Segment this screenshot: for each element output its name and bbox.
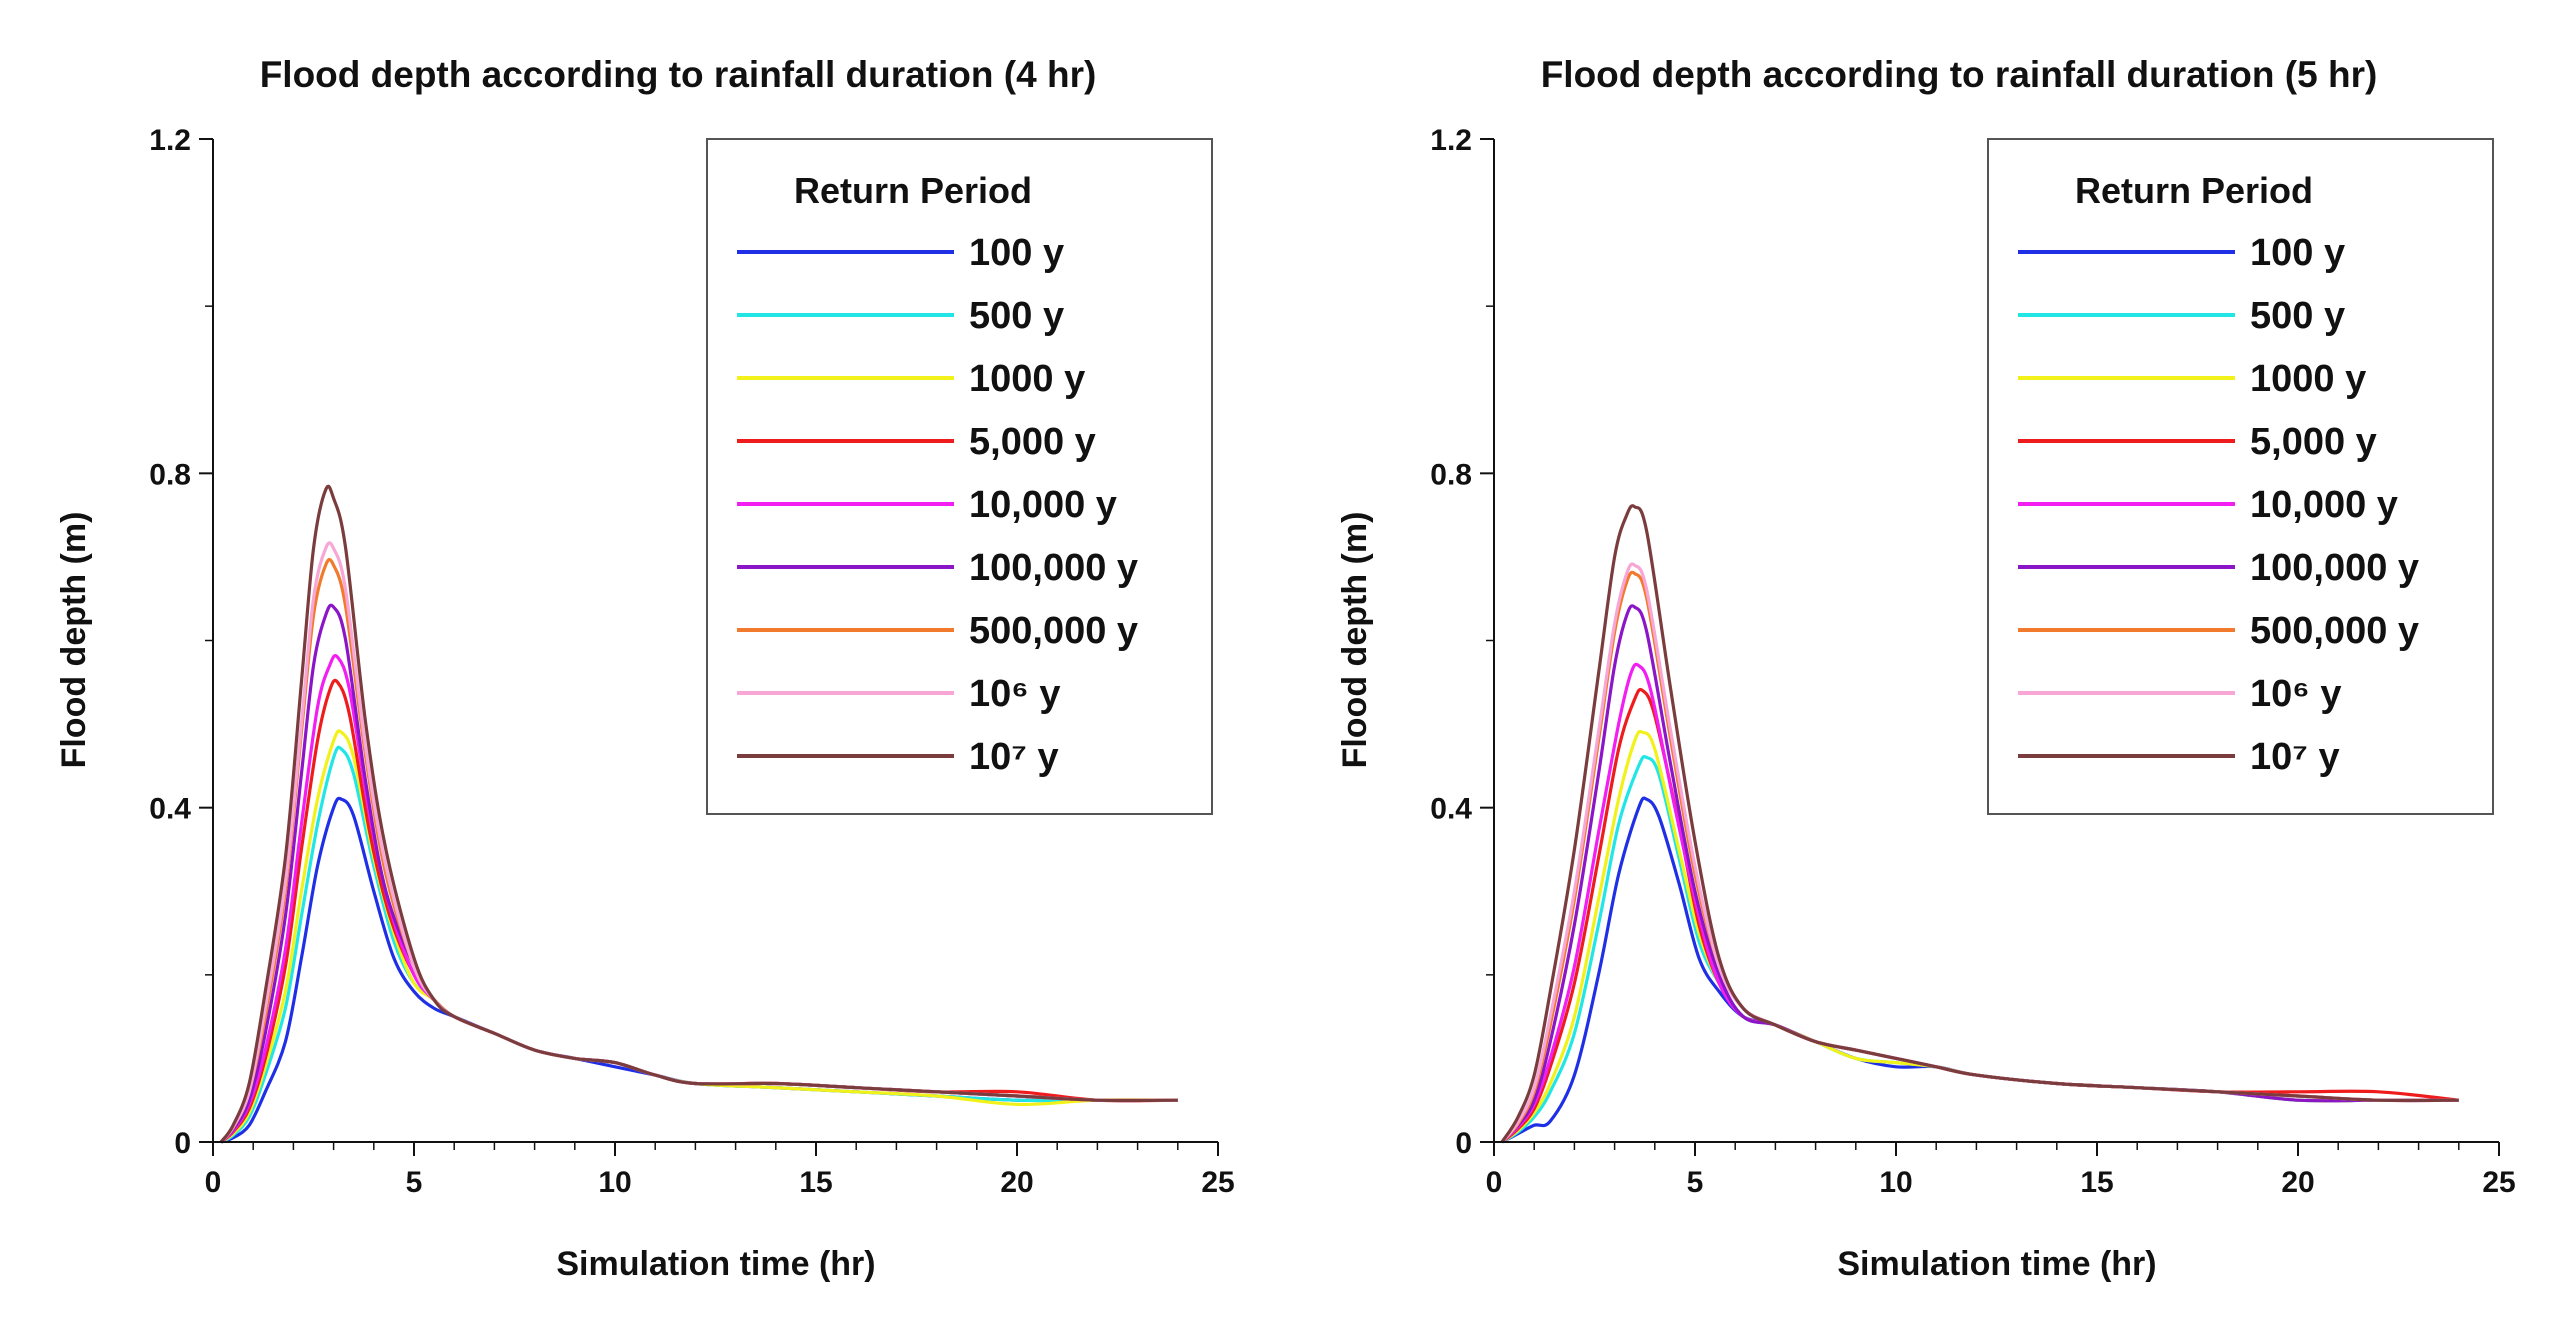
y-tick-group: 0 0.4 0.8 1.2 — [1430, 124, 1494, 1160]
legend-items: 100 y 500 y 1000 y 5,000 y 10,000 y 100,000 y… — [737, 232, 1138, 778]
legend-label: 100,000 y — [969, 547, 1138, 589]
x-tick-label: 15 — [799, 1166, 832, 1199]
y-axis-label: Flood depth (m) — [55, 512, 93, 769]
x-tick-label: 5 — [1687, 1166, 1704, 1199]
legend-title: Return Period — [794, 170, 1032, 211]
x-tick-label: 10 — [1879, 1166, 1912, 1199]
y-tick-label: 1.2 — [149, 124, 191, 157]
x-tick-label: 0 — [205, 1166, 222, 1199]
series-line-8 — [1500, 504, 2459, 1143]
x-tick-label: 25 — [1201, 1166, 1234, 1199]
y-tick-label: 0.4 — [1430, 793, 1472, 826]
legend: Return Period 100 y 500 y 1000 y 5,000 y 10,… — [706, 138, 1213, 815]
legend-title: Return Period — [2075, 170, 2313, 211]
x-tick-label: 20 — [2281, 1166, 2314, 1199]
legend-label: 10⁷ y — [969, 736, 1059, 778]
legend-label: 500 y — [969, 295, 1064, 337]
x-axis-label: Simulation time (hr) — [556, 1245, 875, 1283]
series-line-0 — [220, 796, 1178, 1144]
x-tick-label: 0 — [1486, 1166, 1503, 1199]
y-tick-label: 0 — [1455, 1127, 1472, 1160]
y-axis-label: Flood depth (m) — [1336, 512, 1374, 769]
x-tick-label: 5 — [406, 1166, 423, 1199]
legend-label: 100 y — [2250, 232, 2345, 274]
y-tick-label: 0.8 — [149, 458, 191, 491]
legend-box — [1987, 138, 2494, 815]
legend-label: 1000 y — [969, 358, 1085, 400]
plot-lines — [219, 484, 1178, 1144]
x-tick-group: 0 5 10 15 20 25 — [205, 1142, 1235, 1199]
x-tick-label: 25 — [2482, 1166, 2515, 1199]
y-tick-label: 0.4 — [149, 793, 191, 826]
x-tick-group: 0 5 10 15 20 25 — [1486, 1142, 2516, 1199]
legend-label: 10,000 y — [969, 484, 1117, 526]
legend-label: 100,000 y — [2250, 547, 2419, 589]
legend-label: 10⁶ y — [2250, 673, 2341, 715]
chart-title: Flood depth according to rainfall durati… — [1541, 54, 2378, 95]
y-tick-group: 0 0.4 0.8 1.2 — [149, 124, 213, 1160]
legend-label: 500,000 y — [2250, 610, 2419, 652]
x-tick-label: 20 — [1000, 1166, 1033, 1199]
y-tick-label: 0 — [174, 1127, 191, 1160]
legend-label: 100 y — [969, 232, 1064, 274]
chart-title: Flood depth according to rainfall durati… — [260, 54, 1097, 95]
x-axis-label: Simulation time (hr) — [1837, 1245, 2156, 1283]
legend-label: 5,000 y — [969, 421, 1096, 463]
chart-panel-5hr: Flood depth according to rainfall durati… — [1336, 54, 2516, 1283]
plot-lines — [1500, 504, 2459, 1144]
legend: Return Period 100 y 500 y 1000 y 5,000 y 10,… — [1987, 138, 2494, 815]
legend-label: 500 y — [2250, 295, 2345, 337]
legend-label: 1000 y — [2250, 358, 2366, 400]
legend-label: 10⁷ y — [2250, 736, 2340, 778]
legend-label: 10⁶ y — [969, 673, 1060, 715]
legend-label: 5,000 y — [2250, 421, 2377, 463]
y-tick-label: 1.2 — [1430, 124, 1472, 157]
y-tick-label: 0.8 — [1430, 458, 1472, 491]
legend-label: 500,000 y — [969, 610, 1138, 652]
legend-label: 10,000 y — [2250, 484, 2398, 526]
x-tick-label: 15 — [2080, 1166, 2113, 1199]
series-line-8 — [219, 484, 1178, 1143]
legend-box — [706, 138, 1213, 815]
chart-panel-4hr: Flood depth according to rainfall durati… — [55, 54, 1235, 1283]
legend-items: 100 y 500 y 1000 y 5,000 y 10,000 y 100,000 y… — [2018, 232, 2419, 778]
x-tick-label: 10 — [598, 1166, 631, 1199]
